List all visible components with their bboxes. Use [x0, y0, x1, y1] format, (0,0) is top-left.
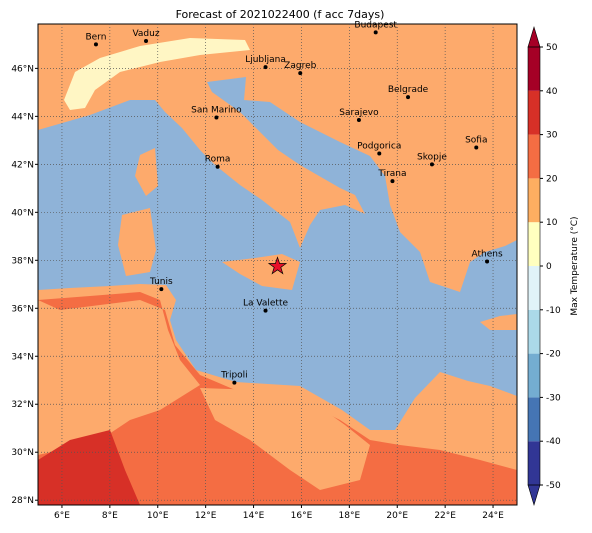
y-tick-label: 38°N: [11, 256, 34, 266]
y-tick-label: 32°N: [11, 400, 34, 410]
y-tick-label: 44°N: [11, 112, 34, 122]
africa-hot: [38, 430, 140, 505]
colorbar-segment: [528, 309, 540, 354]
city-dot: [485, 259, 490, 264]
colorbar-tick-label: 40: [546, 87, 558, 97]
city-label: Tunis: [149, 277, 173, 287]
x-tick-label: 10°E: [147, 511, 169, 521]
colorbar-segment: [528, 47, 540, 91]
colorbar: -50 -40 -30 -20 -10 0 10 20 30 40 50: [527, 25, 561, 507]
x-tick-label: 12°E: [195, 511, 217, 521]
y-tick-label: 40°N: [11, 208, 34, 218]
colorbar-tick-label: 20: [546, 174, 558, 184]
city-dot: [144, 39, 149, 44]
corsica: [135, 148, 158, 196]
city-dot: [474, 145, 479, 150]
sicily: [222, 254, 300, 290]
colorbar-tick-label: -40: [546, 437, 561, 447]
colorbar-tick-label: -20: [546, 350, 561, 360]
x-tick-label: 8°E: [102, 511, 118, 521]
city-dot: [263, 65, 268, 70]
colorbar-tick-label: -50: [546, 481, 561, 491]
alps-zone: [64, 38, 250, 110]
city-label: Zagreb: [284, 61, 316, 71]
colorbar-segment: [528, 266, 540, 310]
colorbar-segment: [528, 441, 540, 485]
location-marker: [267, 256, 288, 275]
x-tick-label: 24°E: [482, 511, 504, 521]
city-dot: [373, 30, 378, 35]
city-dot: [377, 151, 382, 156]
colorbar-tick-label: 50: [546, 43, 558, 53]
colorbar-segment: [528, 134, 540, 179]
city-label: San Marino: [191, 106, 242, 116]
x-tick-label: 22°E: [434, 511, 456, 521]
city-label: Vaduz: [132, 29, 159, 39]
city-label: Athens: [471, 250, 502, 260]
city-dot: [406, 95, 411, 100]
colorbar-segment: [528, 222, 540, 266]
city-label: Ljubljana: [245, 55, 286, 65]
city-dot: [232, 380, 237, 385]
x-tick-label: 14°E: [243, 511, 265, 521]
colorbar-tick-label: 0: [546, 262, 552, 272]
city-label: Sarajevo: [339, 108, 379, 118]
y-tick-label: 42°N: [11, 160, 34, 170]
y-tick-label: 46°N: [11, 64, 34, 74]
city-dot: [214, 115, 219, 120]
city-label: Bern: [85, 32, 106, 42]
colorbar-segment: [528, 178, 540, 223]
colorbar-segment: [528, 90, 540, 135]
x-tick-label: 6°E: [54, 511, 70, 521]
city-dot: [93, 42, 98, 47]
y-tick-label: 28°N: [11, 496, 34, 506]
sardinia: [118, 208, 156, 276]
x-tick-label: 16°E: [291, 511, 313, 521]
city-dot: [356, 117, 361, 122]
colorbar-extend-top: [527, 25, 541, 48]
colorbar-segment: [528, 353, 540, 398]
city-label: Roma: [205, 155, 231, 165]
colorbar-tick-label: 10: [546, 218, 558, 228]
city-dot: [159, 287, 164, 292]
colorbar-tick-label: 30: [546, 131, 558, 141]
coastal-mild: [200, 388, 370, 490]
colorbar-segment: [528, 397, 540, 442]
city-label: Budapest: [354, 20, 397, 30]
colorbar-tick-label: -30: [546, 393, 561, 403]
y-tick-label: 30°N: [11, 448, 34, 458]
map-title: Forecast of 2021022400 (f acc 7days): [176, 8, 385, 21]
city-dot: [263, 308, 268, 313]
colorbar-label: Max Temperature (°C): [570, 216, 580, 315]
x-tick-label: 20°E: [386, 511, 408, 521]
city-label: Skopje: [417, 152, 447, 162]
city-label: Belgrade: [388, 85, 429, 95]
city-dot: [390, 179, 395, 184]
colorbar-tick-label: -10: [546, 306, 561, 316]
city-dot: [429, 162, 434, 167]
y-tick-label: 34°N: [11, 352, 34, 362]
city-dot: [215, 164, 220, 169]
x-tick-label: 18°E: [339, 511, 361, 521]
map-frame: [37, 23, 518, 506]
city-label: La Valette: [243, 299, 288, 309]
city-label: Tripoli: [220, 371, 248, 381]
city-dot: [298, 71, 303, 76]
city-label: Sofia: [465, 136, 487, 146]
colorbar-extend-bottom: [527, 484, 541, 507]
city-label: Tirana: [377, 169, 406, 179]
y-tick-label: 36°N: [11, 304, 34, 314]
crete: [480, 314, 517, 330]
city-label: Podgorica: [357, 142, 401, 152]
